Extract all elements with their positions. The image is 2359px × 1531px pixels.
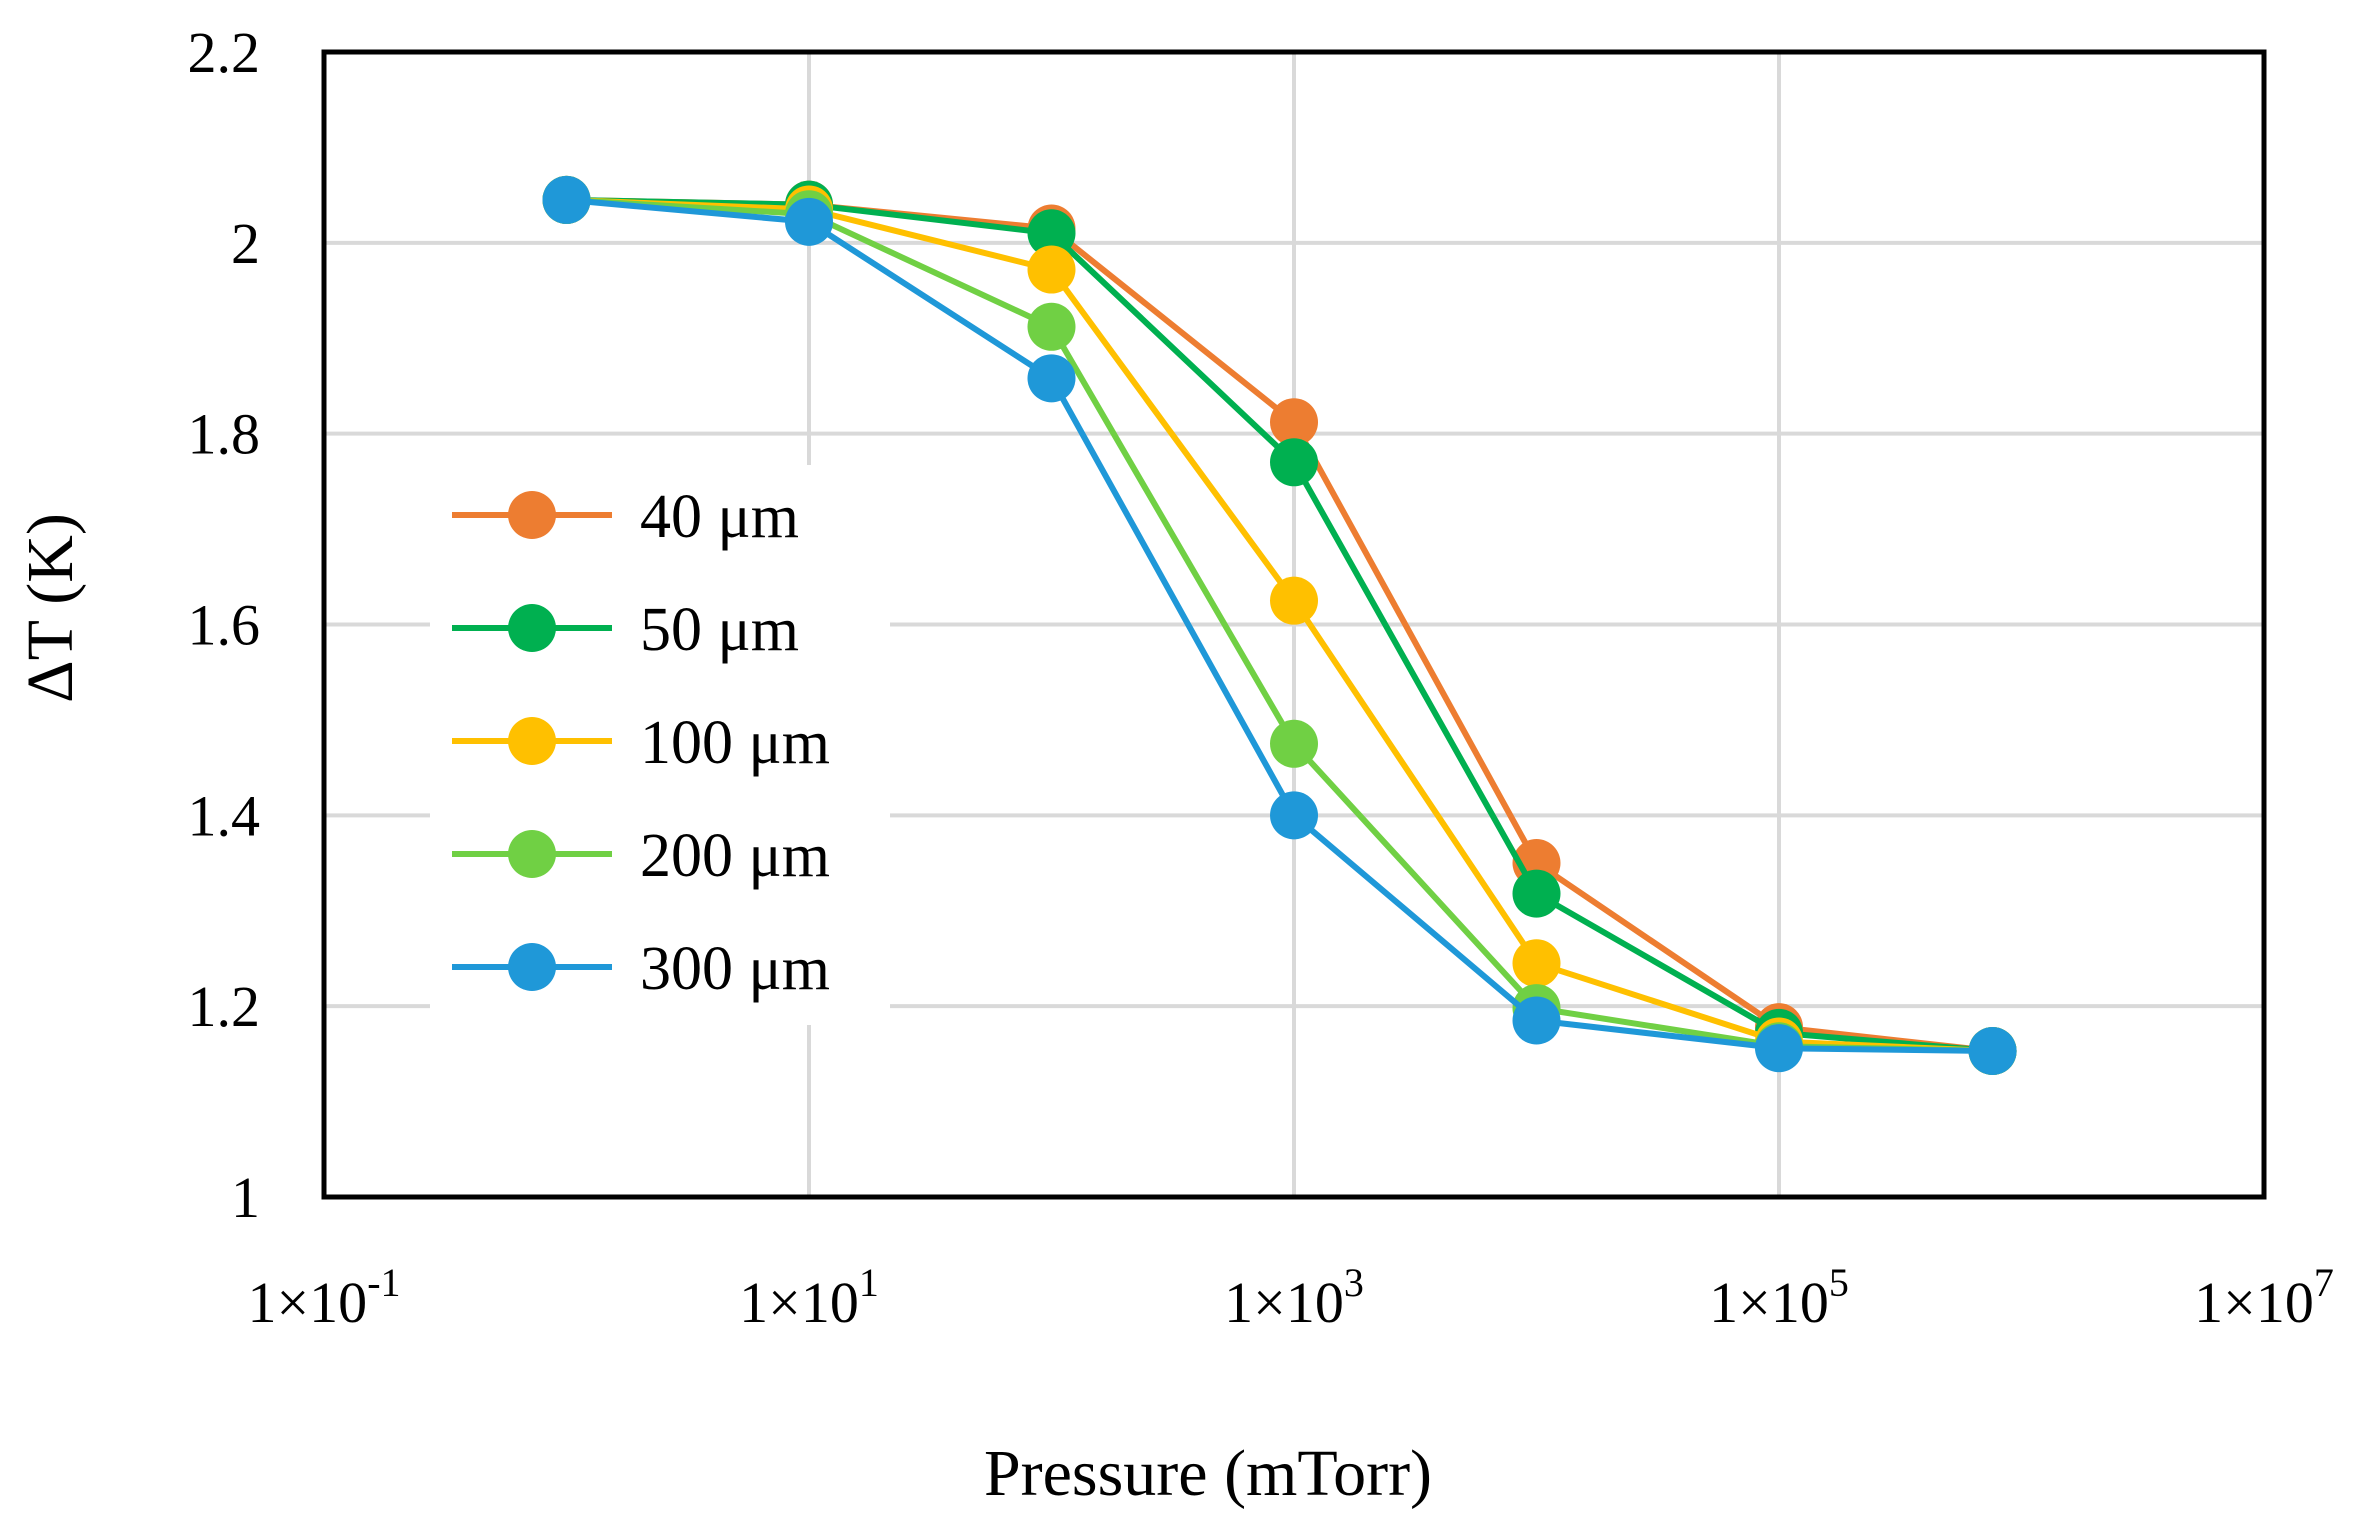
data-point: [1027, 209, 1076, 258]
x-tick-label: 1×101: [739, 1260, 879, 1335]
x-tick-label: 1×105: [1709, 1260, 1849, 1335]
y-tick-label: 1: [231, 1165, 260, 1230]
data-point: [1027, 245, 1076, 294]
legend-label: 40 μm: [640, 483, 799, 551]
data-point: [1512, 869, 1561, 918]
data-point: [1968, 1027, 2017, 1076]
y-axis-title: ΔT (K): [14, 513, 87, 703]
x-tick-base: 1×10: [1224, 1270, 1344, 1335]
y-tick-label: 1.6: [188, 593, 261, 658]
x-tick-base: 1×10: [2194, 1270, 2314, 1335]
y-tick-label: 1.2: [188, 974, 261, 1039]
legend-marker: [508, 491, 556, 539]
x-axis-title: Pressure (mTorr): [984, 1437, 1432, 1510]
legend-label: 50 μm: [640, 596, 799, 664]
y-tick-label: 2.2: [188, 20, 261, 85]
legend-label: 100 μm: [640, 709, 830, 777]
legend-marker: [508, 943, 556, 991]
data-point: [1027, 354, 1076, 403]
x-axis-ticks: 1×10-1 1×101 1×103 1×105 1×107: [247, 1260, 2333, 1335]
legend-label: 300 μm: [640, 935, 830, 1003]
legend-marker: [508, 717, 556, 765]
data-point: [1270, 719, 1318, 768]
x-tick-label: 1×103: [1224, 1260, 1364, 1335]
data-point: [542, 175, 591, 224]
x-tick-exponent: 5: [1829, 1260, 1849, 1305]
legend-background: [430, 465, 890, 1025]
legend-item: 40 μm: [452, 483, 799, 551]
y-tick-label: 1.8: [188, 402, 261, 467]
legend-item: 50 μm: [452, 596, 799, 664]
x-tick-label: 1×10-1: [247, 1260, 400, 1335]
series-4: [542, 175, 2017, 1076]
legend-item: 100 μm: [452, 709, 830, 777]
legend: 40 μm 50 μm 100 μm 200 μm 300 μm: [430, 465, 890, 1025]
x-tick-exponent: -1: [367, 1260, 400, 1305]
x-tick-base: 1×10: [247, 1270, 367, 1335]
x-tick-exponent: 3: [1344, 1260, 1364, 1305]
y-axis-ticks: 1 1.2 1.4 1.6 1.8 2 2.2: [188, 20, 261, 1230]
y-tick-label: 2: [231, 211, 260, 276]
data-point: [785, 197, 833, 246]
x-tick-exponent: 1: [859, 1260, 879, 1305]
x-tick-base: 1×10: [739, 1270, 859, 1335]
legend-item: 200 μm: [452, 822, 830, 890]
legend-marker: [508, 604, 556, 652]
data-point: [1755, 1024, 1803, 1073]
y-tick-label: 1.4: [188, 783, 261, 848]
legend-item: 300 μm: [452, 935, 830, 1003]
data-point: [1270, 791, 1318, 840]
data-point: [1512, 939, 1561, 988]
x-tick-exponent: 7: [2314, 1260, 2334, 1305]
data-point: [1270, 576, 1318, 625]
data-point: [1512, 996, 1561, 1045]
x-tick-label: 1×107: [2194, 1260, 2334, 1335]
legend-label: 200 μm: [640, 822, 830, 890]
x-tick-base: 1×10: [1709, 1270, 1829, 1335]
data-point: [1270, 398, 1318, 447]
data-point: [1027, 302, 1076, 351]
data-point: [1270, 438, 1318, 487]
legend-marker: [508, 830, 556, 878]
series-layer: [542, 175, 2017, 1076]
plot-area-frame: [321, 49, 2267, 1200]
